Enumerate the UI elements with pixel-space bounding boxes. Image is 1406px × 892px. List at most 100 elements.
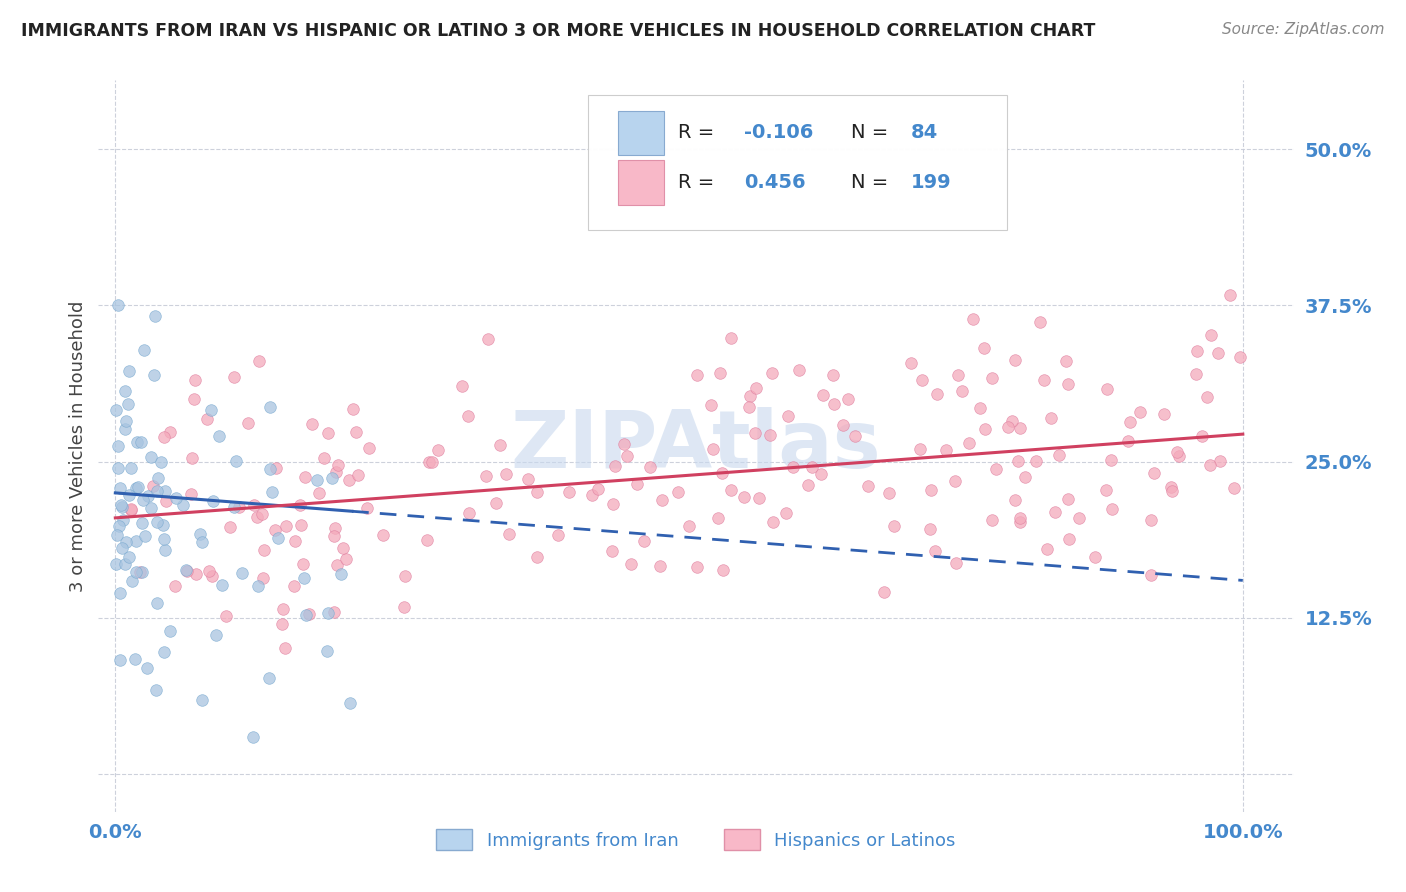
Point: [1160, 480, 1182, 494]
Point: [997, 419, 1019, 434]
Point: [1057, 376, 1080, 391]
Point: [911, 372, 934, 386]
Point: [908, 442, 931, 457]
Point: [124, 651, 146, 665]
Point: [800, 460, 823, 475]
Point: [136, 489, 159, 503]
Point: [711, 563, 734, 577]
Point: [139, 500, 162, 515]
Point: [264, 460, 287, 475]
Point: [308, 485, 330, 500]
Point: [733, 490, 755, 504]
Point: [120, 501, 142, 516]
Point: [250, 507, 273, 521]
Point: [155, 494, 177, 508]
Point: [1008, 421, 1031, 435]
Point: [325, 465, 347, 479]
Point: [225, 453, 247, 467]
Point: [787, 363, 810, 377]
Point: [945, 557, 967, 571]
Point: [797, 478, 820, 492]
Point: [107, 439, 129, 453]
Point: [105, 558, 128, 572]
Point: [1007, 454, 1029, 468]
Point: [132, 493, 155, 508]
Text: Source: ZipAtlas.com: Source: ZipAtlas.com: [1222, 22, 1385, 37]
Point: [1129, 405, 1152, 419]
Point: [127, 434, 149, 449]
Point: [1057, 533, 1080, 547]
Point: [294, 469, 316, 483]
Point: [273, 640, 295, 655]
Point: [188, 527, 211, 541]
Point: [107, 519, 129, 533]
Point: [1185, 367, 1208, 381]
Point: [1101, 501, 1123, 516]
Point: [638, 460, 661, 475]
Point: [883, 519, 905, 533]
Point: [626, 476, 648, 491]
Point: [276, 519, 298, 533]
Point: [980, 371, 1002, 385]
Point: [131, 566, 153, 580]
Point: [418, 455, 440, 469]
Point: [120, 503, 142, 517]
Point: [295, 608, 318, 623]
Point: [613, 437, 636, 451]
FancyBboxPatch shape: [619, 111, 664, 155]
Point: [980, 513, 1002, 527]
Point: [1095, 382, 1118, 396]
Point: [214, 608, 236, 623]
Point: [246, 579, 269, 593]
Point: [134, 529, 156, 543]
Point: [190, 692, 212, 706]
Point: [700, 398, 723, 412]
Point: [114, 557, 136, 571]
Point: [485, 496, 508, 510]
Y-axis label: 3 or more Vehicles in Household: 3 or more Vehicles in Household: [69, 301, 87, 591]
Point: [342, 401, 364, 416]
Point: [108, 586, 131, 600]
Point: [115, 535, 138, 549]
Point: [832, 417, 855, 432]
Point: [633, 533, 655, 548]
Point: [143, 310, 166, 324]
Point: [141, 450, 163, 465]
Point: [180, 487, 202, 501]
Point: [332, 541, 354, 556]
Point: [198, 564, 221, 578]
Point: [335, 551, 357, 566]
Point: [142, 479, 165, 493]
Point: [172, 498, 194, 512]
Point: [1028, 315, 1050, 329]
Point: [108, 653, 131, 667]
Point: [1047, 448, 1070, 462]
Point: [1185, 344, 1208, 359]
Point: [1094, 483, 1116, 498]
Point: [457, 506, 479, 520]
Point: [231, 566, 253, 581]
Point: [176, 565, 198, 579]
Point: [114, 422, 136, 436]
Point: [1054, 354, 1077, 368]
Point: [118, 364, 141, 378]
Point: [900, 356, 922, 370]
Point: [318, 425, 340, 440]
Point: [105, 402, 128, 417]
Point: [1191, 429, 1213, 443]
Text: N =: N =: [852, 173, 894, 192]
Point: [651, 493, 673, 508]
Point: [305, 473, 328, 487]
Point: [762, 515, 785, 529]
Point: [776, 409, 799, 423]
Point: [602, 497, 624, 511]
Point: [678, 519, 700, 533]
Point: [127, 480, 149, 494]
Point: [1014, 470, 1036, 484]
Point: [707, 510, 730, 524]
Point: [121, 574, 143, 589]
Point: [110, 500, 132, 515]
Point: [219, 520, 242, 534]
Point: [292, 571, 315, 585]
Point: [211, 578, 233, 592]
